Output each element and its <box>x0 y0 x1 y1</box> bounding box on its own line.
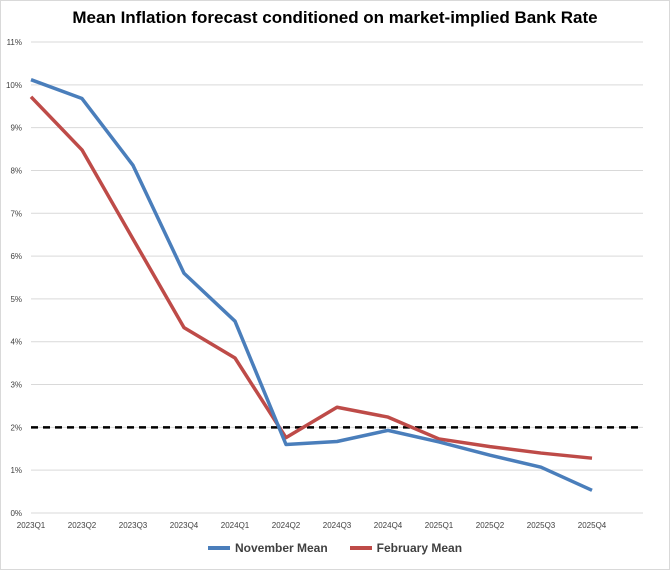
chart-title: Mean Inflation forecast conditioned on m… <box>72 8 598 27</box>
y-tick-label: 11% <box>7 38 22 47</box>
x-tick-label: 2025Q2 <box>476 521 505 530</box>
y-tick-label: 7% <box>10 209 22 218</box>
x-tick-label: 2024Q3 <box>323 521 352 530</box>
legend-label-november: November Mean <box>234 541 328 555</box>
x-tick-label: 2024Q4 <box>374 521 403 530</box>
y-tick-label: 0% <box>10 509 22 518</box>
y-tick-label: 9% <box>10 124 22 133</box>
legend-label-february: February Mean <box>376 541 463 555</box>
x-tick-label: 2024Q1 <box>221 521 250 530</box>
y-tick-label: 2% <box>10 423 22 432</box>
x-tick-label: 2023Q2 <box>68 521 97 530</box>
x-tick-label: 2025Q1 <box>425 521 454 530</box>
y-tick-label: 6% <box>10 252 22 261</box>
legend-swatch-november <box>207 546 230 550</box>
legend-item-february: February Mean <box>349 541 463 555</box>
y-tick-label: 8% <box>10 166 22 175</box>
series-line-november-mean <box>30 78 593 492</box>
x-tick-label: 2023Q4 <box>170 521 199 530</box>
legend: November Mean February Mean <box>0 541 670 555</box>
y-tick-label: 5% <box>10 295 22 304</box>
x-tick-label: 2024Q2 <box>272 521 301 530</box>
legend-item-november: November Mean <box>207 541 328 555</box>
y-tick-label: 10% <box>6 81 22 90</box>
legend-swatch-february <box>349 546 372 550</box>
x-tick-label: 2023Q1 <box>17 521 46 530</box>
y-tick-label: 3% <box>10 381 22 390</box>
series-line-february-mean <box>29 95 593 460</box>
x-tick-label: 2023Q3 <box>119 521 148 530</box>
x-tick-label: 2025Q4 <box>578 521 607 530</box>
y-tick-label: 1% <box>10 466 22 475</box>
y-tick-label: 4% <box>10 338 22 347</box>
x-tick-label: 2025Q3 <box>527 521 556 530</box>
